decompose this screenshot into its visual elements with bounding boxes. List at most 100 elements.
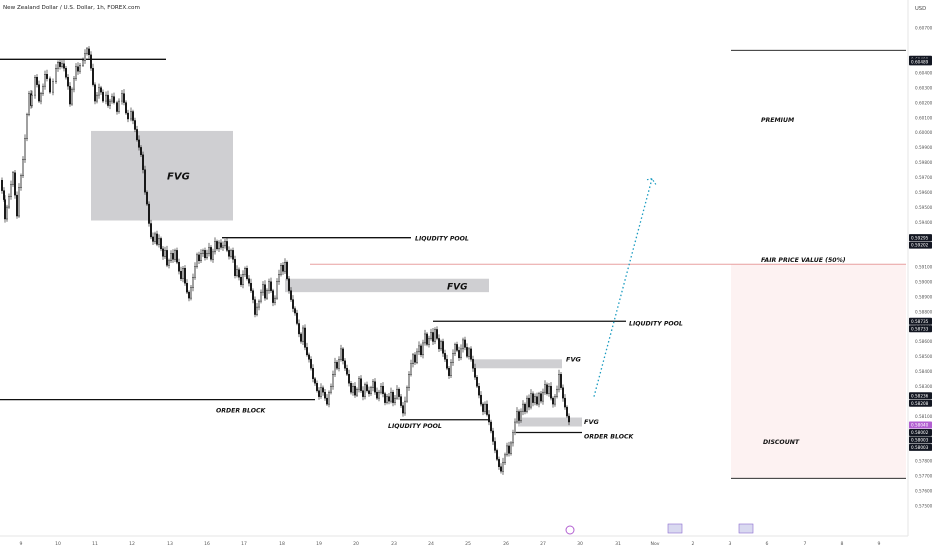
- event-markers[interactable]: [565, 523, 754, 535]
- annotation-layer: [0, 58, 626, 434]
- price-tick-label: 0.57500: [915, 503, 932, 508]
- flag-icon-us[interactable]: [738, 523, 754, 534]
- candle-body: [528, 397, 531, 408]
- time-tick-label: 12: [129, 541, 135, 547]
- candle-body: [215, 241, 218, 250]
- fvg-label: FVG: [167, 172, 190, 183]
- candle-body: [209, 247, 212, 260]
- candle-body: [49, 78, 52, 93]
- candle-body: [428, 338, 431, 345]
- candle-body: [564, 397, 567, 408]
- candle-body: [478, 385, 481, 396]
- time-tick-label: 19: [316, 541, 322, 547]
- premium-discount-zones: [310, 49, 906, 479]
- candle-body: [18, 187, 21, 217]
- time-tick-label: 2: [692, 541, 695, 547]
- candle-body: [131, 111, 134, 121]
- candle-body: [476, 377, 479, 387]
- time-tick-label: 6: [766, 541, 769, 547]
- fvg-label: FVG: [584, 418, 599, 426]
- candle-body: [5, 206, 8, 220]
- candle-body: [61, 63, 64, 67]
- price-tag-label: 0.59295: [911, 235, 929, 240]
- projection-layer: [593, 178, 657, 397]
- candle-body: [117, 100, 120, 112]
- price-tag-label: 0.58236: [911, 393, 929, 398]
- time-axis[interactable]: 9 10 11 12 13 16 17 18 19 20 23 24 25 26 27 30 31 Nov 2 3 6 7…: [20, 541, 881, 547]
- candle-body: [460, 348, 463, 359]
- candle-body: [458, 350, 461, 359]
- candle-body: [179, 271, 182, 279]
- candle-body: [468, 348, 471, 357]
- price-tick-label: 0.60300: [915, 85, 932, 90]
- candle-body: [235, 269, 238, 276]
- price-tag: [909, 241, 932, 249]
- price-tags: 0.604900.604890.592950.592020.587350.587…: [909, 55, 932, 451]
- order-block-label: ORDER BLOCK: [216, 408, 267, 415]
- candle-body: [456, 344, 459, 351]
- candle-body: [76, 66, 79, 72]
- time-tick-label: 26: [503, 541, 509, 547]
- event-icon-dividend[interactable]: [565, 525, 575, 535]
- candle-body: [372, 381, 375, 388]
- candle-body: [550, 385, 553, 399]
- price-tick-label: 0.58900: [915, 294, 932, 299]
- fair-price-label: FAIR PRICE VALUE (50%): [761, 257, 846, 264]
- candle-body: [556, 388, 559, 397]
- candle-body: [524, 403, 527, 412]
- candle-body: [28, 93, 31, 115]
- candle-body: [40, 93, 43, 102]
- candle-body: [197, 254, 200, 262]
- candle-body: [302, 327, 305, 342]
- price-tick-label: 0.60200: [915, 100, 932, 105]
- candle-body: [133, 120, 136, 130]
- candle-body: [414, 354, 417, 363]
- candle-body: [70, 88, 73, 105]
- liquidity-pool-label: LIQUDITY POOL: [629, 320, 683, 327]
- candle-body: [398, 388, 401, 397]
- candle-body: [554, 396, 557, 405]
- candle-body: [95, 94, 98, 102]
- candle-body: [258, 300, 261, 308]
- currency-label[interactable]: USD: [915, 6, 926, 12]
- candle-body: [548, 385, 551, 394]
- candle-body: [508, 445, 511, 454]
- price-tick-label: 0.58100: [915, 414, 932, 419]
- discount-zone: [731, 264, 906, 479]
- candle-body: [169, 253, 172, 262]
- fvg-box: [91, 130, 233, 221]
- flag-icon-us[interactable]: [667, 523, 683, 534]
- candle-body: [362, 390, 365, 397]
- candle-body: [219, 242, 222, 248]
- candle-body: [223, 241, 226, 247]
- candle-body: [386, 396, 389, 403]
- candle-body: [217, 242, 220, 250]
- candle-body: [46, 74, 49, 79]
- candle-body: [173, 250, 176, 260]
- candle-body: [316, 383, 319, 391]
- price-tag: [909, 234, 932, 242]
- candle-body: [185, 282, 188, 293]
- candle-body: [171, 253, 174, 260]
- candle-body: [57, 62, 60, 69]
- candle-body: [201, 250, 204, 254]
- candle-body: [518, 411, 521, 421]
- candle-body: [122, 93, 125, 103]
- candle-body: [108, 100, 111, 106]
- candle-body: [137, 139, 140, 148]
- candle-body: [314, 378, 317, 384]
- time-tick-label: 10: [55, 541, 61, 547]
- candle-body: [356, 388, 359, 396]
- price-tag: [909, 436, 932, 444]
- candle-body: [332, 374, 335, 387]
- symbol-title[interactable]: New Zealand Dollar / U.S. Dollar, 1h, FO…: [3, 5, 140, 11]
- candle-body: [266, 290, 269, 299]
- price-tag-label: 0.60489: [911, 59, 929, 64]
- candle-body: [143, 169, 146, 193]
- candle-body: [104, 94, 107, 102]
- candle-body: [450, 362, 453, 376]
- candle-body: [416, 351, 419, 363]
- candle-body: [300, 333, 303, 342]
